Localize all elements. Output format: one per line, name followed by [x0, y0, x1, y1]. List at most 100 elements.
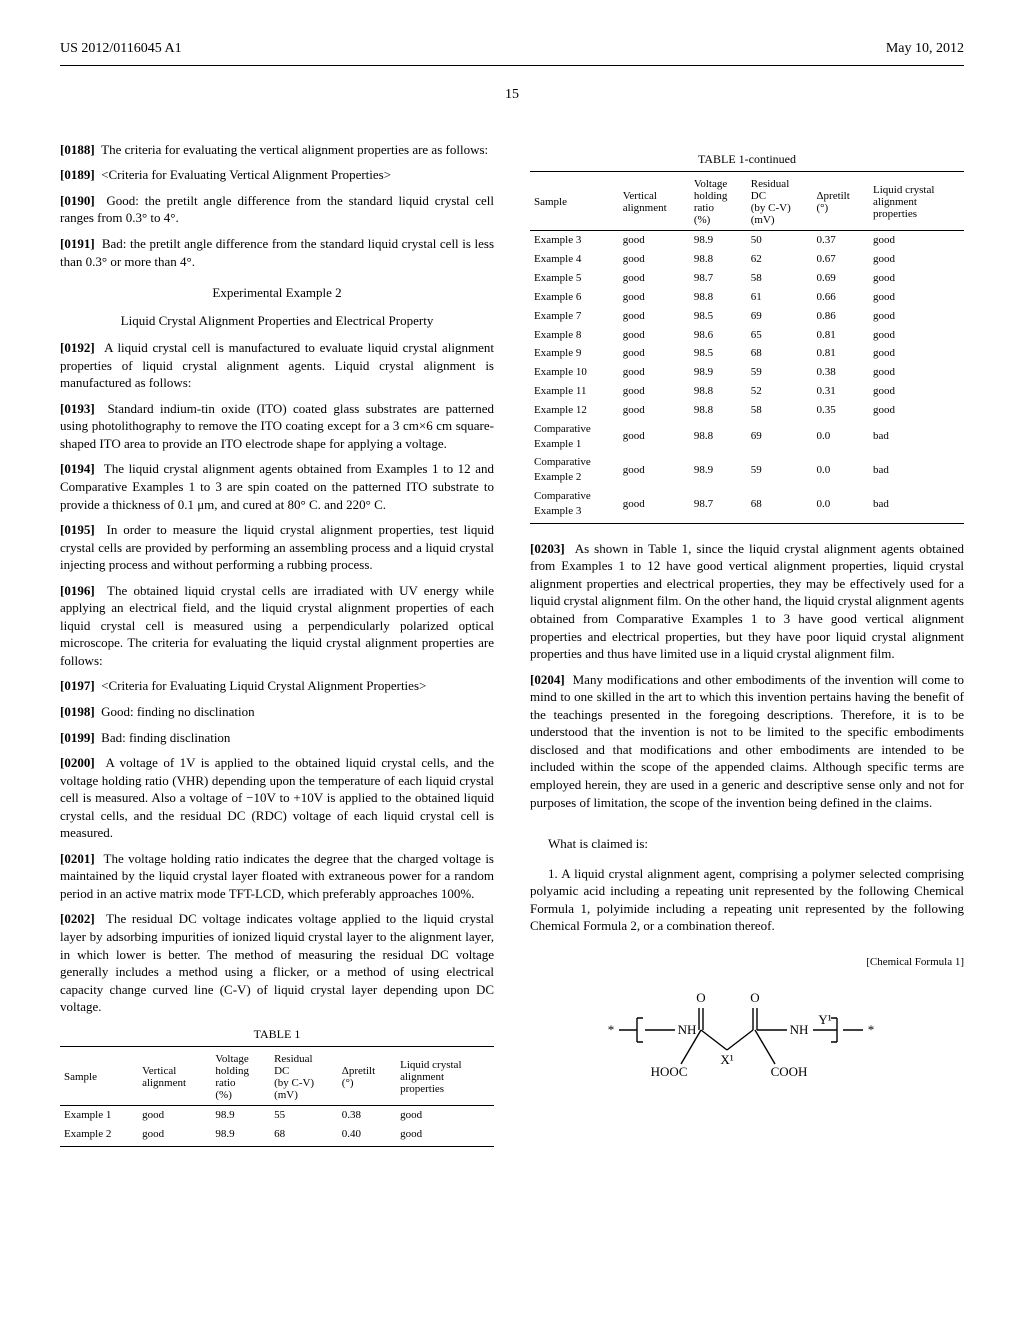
table-cell: 0.0 [812, 487, 869, 523]
para-num: [0194] [60, 461, 95, 476]
table-cell: 68 [270, 1125, 338, 1146]
table-cell: good [869, 250, 964, 269]
table-cell: good [869, 269, 964, 288]
table-cell: good [619, 382, 690, 401]
para-0188: [0188] The criteria for evaluating the v… [60, 141, 494, 159]
para-num: [0192] [60, 340, 95, 355]
para-num: [0201] [60, 851, 95, 866]
table-row: Example 1good98.9550.38good [60, 1106, 494, 1125]
table-cell: good [619, 269, 690, 288]
table-row: Example 5good98.7580.69good [530, 269, 964, 288]
table-row: Example 6good98.8610.66good [530, 288, 964, 307]
para-num: [0197] [60, 678, 95, 693]
table-cell: good [619, 326, 690, 345]
table-cell: 98.8 [690, 288, 747, 307]
para-text: Bad: finding disclination [101, 730, 230, 745]
header-rule [60, 65, 964, 66]
experimental-title: Experimental Example 2 [60, 284, 494, 302]
para-text: The criteria for evaluating the vertical… [101, 142, 488, 157]
col-vert: Verticalalignment [138, 1051, 211, 1106]
table-cell: Example 7 [530, 307, 619, 326]
table-cell: good [619, 420, 690, 454]
table-cell: 98.8 [690, 382, 747, 401]
table-cell: 68 [747, 344, 813, 363]
table-cell: 0.67 [812, 250, 869, 269]
para-0199: [0199] Bad: finding disclination [60, 729, 494, 747]
table-cell: 98.8 [690, 401, 747, 420]
table-cell: 0.0 [812, 453, 869, 487]
col-pretilt: Δpretilt(°) [812, 176, 869, 231]
para-0190: [0190] Good: the pretilt angle differenc… [60, 192, 494, 227]
col-lcap: Liquid crystalalignmentproperties [869, 176, 964, 231]
chem-structure-svg: * NH O O X¹ NH Y¹ * HOOC COOH [597, 980, 897, 1090]
table-row: Example 11good98.8520.31good [530, 382, 964, 401]
para-text: <Criteria for Evaluating Liquid Crystal … [101, 678, 426, 693]
para-0198: [0198] Good: finding no disclination [60, 703, 494, 721]
table-cell: 0.37 [812, 231, 869, 250]
chem-x1: X¹ [720, 1052, 733, 1067]
table-cell: good [619, 250, 690, 269]
table-cell: 98.8 [690, 250, 747, 269]
table-cell: 68 [747, 487, 813, 523]
claims-header: What is claimed is: [530, 835, 964, 853]
para-text: A liquid crystal cell is manufactured to… [60, 340, 494, 390]
chem-star-left: * [608, 1022, 615, 1037]
experimental-subtitle: Liquid Crystal Alignment Properties and … [60, 312, 494, 330]
col-vert: Verticalalignment [619, 176, 690, 231]
table-cell: 52 [747, 382, 813, 401]
table-cell: good [869, 326, 964, 345]
table-row: Example 10good98.9590.38good [530, 363, 964, 382]
col-vhr: Voltageholdingratio(%) [211, 1051, 270, 1106]
table-cell: 69 [747, 420, 813, 454]
table-cell: 61 [747, 288, 813, 307]
table-cell: Example 3 [530, 231, 619, 250]
table-cell: good [869, 401, 964, 420]
para-num: [0195] [60, 522, 95, 537]
para-text: The residual DC voltage indicates voltag… [60, 911, 494, 1014]
para-num: [0189] [60, 167, 95, 182]
table-cell: 62 [747, 250, 813, 269]
para-num: [0198] [60, 704, 95, 719]
table-cell: Example 2 [60, 1125, 138, 1146]
table-cell: 98.5 [690, 307, 747, 326]
table-cell: Example 11 [530, 382, 619, 401]
table-cell: 0.38 [812, 363, 869, 382]
table-cell: good [619, 363, 690, 382]
table-cell: Example 5 [530, 269, 619, 288]
table-cell: Example 1 [60, 1106, 138, 1125]
table-cell: 50 [747, 231, 813, 250]
chemical-formula-1: * NH O O X¹ NH Y¹ * HOOC COOH [530, 980, 964, 1095]
table-cell: 98.9 [690, 453, 747, 487]
table-cell: 58 [747, 401, 813, 420]
chemical-formula-label: [Chemical Formula 1] [530, 955, 964, 970]
table1: Sample Verticalalignment Voltageholdingr… [60, 1046, 494, 1147]
table-cell: 0.69 [812, 269, 869, 288]
table-cell: good [869, 382, 964, 401]
table-cell: bad [869, 453, 964, 487]
para-0201: [0201] The voltage holding ratio indicat… [60, 850, 494, 903]
table-cell: 98.9 [211, 1106, 270, 1125]
para-text: In order to measure the liquid crystal a… [60, 522, 494, 572]
chem-hooc: HOOC [651, 1064, 688, 1079]
table-cell: Example 4 [530, 250, 619, 269]
table-cell: 0.86 [812, 307, 869, 326]
table-cell: good [869, 288, 964, 307]
table-cell: 0.81 [812, 344, 869, 363]
para-num: [0204] [530, 672, 565, 687]
para-num: [0200] [60, 755, 95, 770]
left-column: [0188] The criteria for evaluating the v… [60, 141, 494, 1147]
col-lcap: Liquid crystalalignmentproperties [396, 1051, 494, 1106]
para-text: As shown in Table 1, since the liquid cr… [530, 541, 964, 661]
para-0194: [0194] The liquid crystal alignment agen… [60, 460, 494, 513]
table-cell: ComparativeExample 1 [530, 420, 619, 454]
chem-nh-left: NH [678, 1022, 697, 1037]
para-0191: [0191] Bad: the pretilt angle difference… [60, 235, 494, 270]
chem-nh-right: NH [790, 1022, 809, 1037]
para-text: Standard indium-tin oxide (ITO) coated g… [60, 401, 494, 451]
table-row: Example 2good98.9680.40good [60, 1125, 494, 1146]
para-0189: [0189] <Criteria for Evaluating Vertical… [60, 166, 494, 184]
para-text: Many modifications and other embodiments… [530, 672, 964, 810]
para-0195: [0195] In order to measure the liquid cr… [60, 521, 494, 574]
table-cell: 0.38 [338, 1106, 396, 1125]
table-cell: 98.9 [690, 231, 747, 250]
